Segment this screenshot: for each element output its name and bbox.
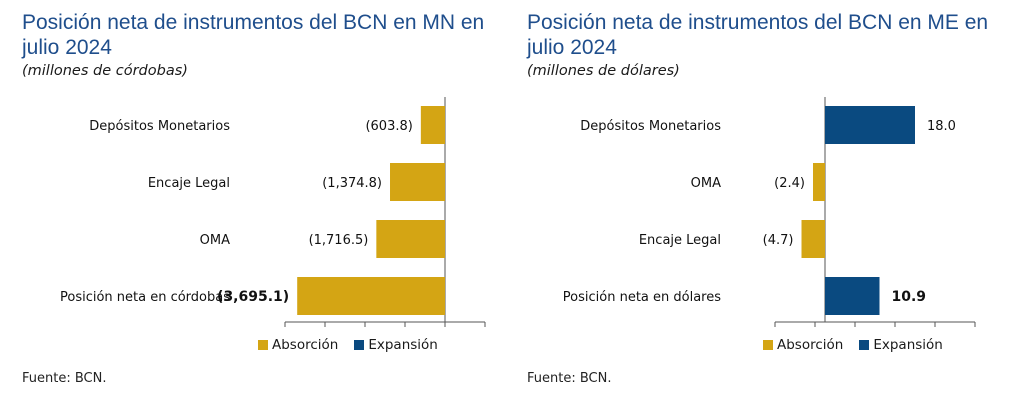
- legend-swatch-absorcion: [258, 340, 268, 350]
- legend-label-expansion: Expansión: [368, 337, 438, 353]
- chart-subtitle: (millones de dólares): [527, 63, 680, 79]
- bar: [813, 163, 825, 201]
- data-label: (4.7): [763, 233, 794, 248]
- data-label: (1,716.5): [309, 233, 369, 248]
- data-label: 18.0: [927, 119, 956, 134]
- data-label: (3,695.1): [217, 289, 289, 305]
- chart-subtitle: (millones de córdobas): [22, 63, 188, 79]
- bar: [376, 220, 445, 258]
- legend-swatch-absorcion: [763, 340, 773, 350]
- bar: [420, 106, 445, 144]
- chart-panel-mn: Posición neta de instrumentos del BCN en…: [0, 0, 500, 404]
- category-label: Encaje Legal: [639, 233, 721, 248]
- legend-label-absorcion: Absorción: [777, 337, 844, 353]
- bar-chart-mn: Depósitos Monetarios (603.8) Encaje Legal (…: [60, 97, 486, 327]
- bar: [825, 106, 915, 144]
- bar: [297, 277, 445, 315]
- category-label: Encaje Legal: [148, 176, 230, 191]
- legend-swatch-expansion: [859, 340, 870, 350]
- bar-chart-me: Depósitos Monetarios 18.0 OMA (2.4) Encaje L…: [563, 97, 976, 327]
- legend-item-expansion: Expansión: [354, 337, 438, 353]
- data-label: (603.8): [365, 119, 412, 134]
- legend-label-absorcion: Absorción: [272, 337, 339, 353]
- category-label: Depósitos Monetarios: [89, 119, 230, 134]
- data-label: (1,374.8): [322, 176, 382, 191]
- data-label: (2.4): [774, 176, 805, 191]
- chart-title: Posición neta de instrumentos del BCN en…: [527, 11, 989, 59]
- legend-swatch-expansion: [354, 340, 365, 350]
- category-label: OMA: [691, 176, 721, 191]
- bar: [390, 163, 445, 201]
- chart-panel-me: Posición neta de instrumentos del BCN en…: [505, 0, 1005, 404]
- category-label: Posición neta en dólares: [563, 290, 721, 305]
- chart-legend: Absorción Expansión: [258, 337, 454, 353]
- data-label: 10.9: [892, 289, 927, 305]
- legend-label-expansion: Expansión: [873, 337, 943, 353]
- legend-item-absorcion: Absorción: [258, 337, 338, 353]
- chart-title: Posición neta de instrumentos del BCN en…: [22, 11, 485, 59]
- bar: [801, 220, 825, 258]
- category-label: Posición neta en córdobas: [60, 290, 230, 305]
- category-label: OMA: [200, 233, 230, 248]
- source-note: Fuente: BCN.: [527, 371, 612, 386]
- legend-item-absorcion: Absorción: [763, 337, 843, 353]
- legend-item-expansion: Expansión: [859, 337, 943, 353]
- chart-legend: Absorción Expansión: [763, 337, 959, 353]
- source-note: Fuente: BCN.: [22, 371, 107, 386]
- bar: [825, 277, 880, 315]
- category-label: Depósitos Monetarios: [580, 119, 721, 134]
